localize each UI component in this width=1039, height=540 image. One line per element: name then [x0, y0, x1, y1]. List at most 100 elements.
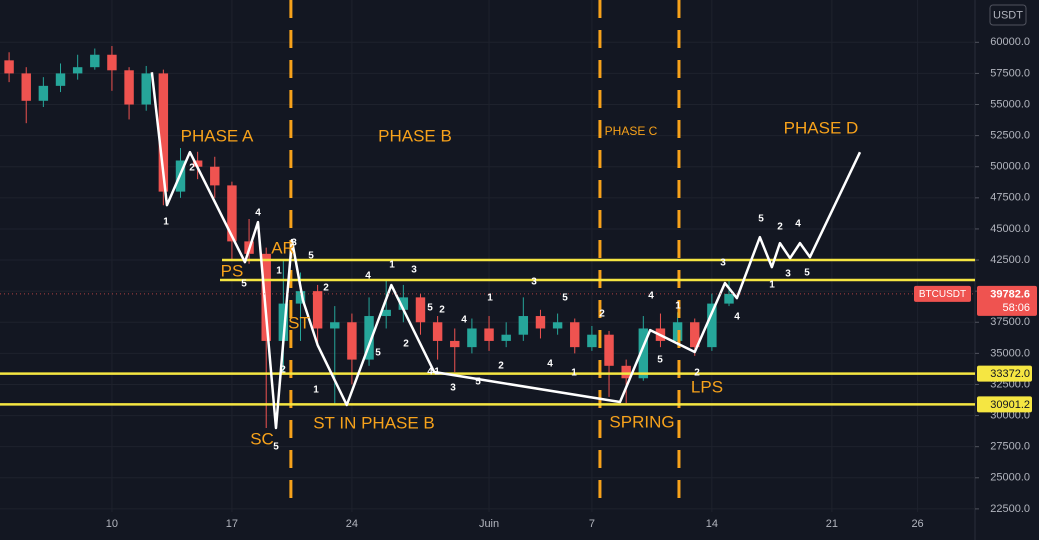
candle-body — [501, 334, 511, 341]
candle-body — [210, 166, 220, 186]
annotation: PHASE C — [605, 124, 658, 138]
candle-body — [107, 54, 117, 71]
y-tick-label: 57500.0 — [990, 67, 1030, 79]
annotation: PHASE A — [181, 126, 254, 145]
wave-label: 2 — [777, 222, 783, 233]
x-tick-label: 7 — [589, 518, 595, 530]
wave-label: 5 — [562, 293, 568, 304]
x-tick-label: 10 — [106, 518, 118, 530]
wave-label: 2 — [403, 339, 409, 350]
y-tick-label: 50000.0 — [990, 161, 1030, 173]
candle-body — [450, 340, 460, 348]
x-tick-label: 14 — [706, 518, 718, 530]
candle-body — [227, 185, 237, 242]
candle-body — [690, 322, 700, 348]
wave-label: 4 — [795, 219, 801, 230]
annotation: SC — [250, 429, 274, 448]
annotation: PHASE D — [784, 118, 859, 137]
wave-label: 1 — [434, 367, 440, 378]
wave-label: 2 — [439, 305, 445, 316]
wave-label: 5 — [273, 442, 279, 453]
candle-body — [55, 73, 66, 86]
candle-body — [638, 328, 649, 379]
candle-body — [261, 253, 271, 341]
annotation: LPS — [691, 377, 723, 396]
candle-body — [90, 54, 100, 68]
last-price-label: 39782.6 — [990, 288, 1030, 300]
annotation: SPRING — [609, 412, 674, 431]
wave-label: 1 — [276, 266, 282, 277]
y-tick-label: 37500.0 — [990, 316, 1030, 328]
wave-label: 1 — [313, 385, 319, 396]
x-tick-label: 17 — [226, 518, 238, 530]
candle-body — [415, 297, 426, 323]
wave-label: 1 — [389, 260, 395, 271]
annotation: PS — [221, 261, 244, 280]
wave-label: 4 — [547, 359, 553, 370]
wave-label: 2 — [694, 368, 700, 379]
wave-label: 4 — [461, 315, 467, 326]
candle-body — [4, 60, 14, 74]
y-tick-label: 52500.0 — [990, 130, 1030, 142]
wave-label: 4 — [255, 208, 261, 219]
candle-body — [347, 322, 357, 360]
y-tick-label: 30000.0 — [990, 409, 1030, 421]
candle-body — [278, 303, 289, 341]
y-tick-label: 47500.0 — [990, 192, 1030, 204]
candle-body — [21, 73, 31, 101]
candle-body — [604, 334, 614, 366]
wave-label: 3 — [720, 258, 726, 269]
y-tick-label: 22500.0 — [990, 503, 1030, 515]
annotation: ST — [288, 313, 310, 332]
x-tick-label: Juin — [479, 518, 499, 530]
candle-body — [587, 334, 597, 348]
wave-label: 2 — [280, 365, 286, 376]
candle-body — [312, 291, 323, 329]
candle-body — [158, 73, 169, 192]
candle-body — [724, 293, 734, 304]
candle-body — [467, 328, 477, 348]
y-tick-label: 27500.0 — [990, 441, 1030, 453]
candle-body — [364, 316, 374, 360]
wave-label: 1 — [163, 217, 169, 228]
x-tick-label: 24 — [346, 518, 358, 530]
wave-label: 5 — [475, 377, 481, 388]
y-tick-label: 55000.0 — [990, 98, 1030, 110]
countdown: 58:06 — [1002, 302, 1030, 314]
level-label: 30901.2 — [990, 399, 1030, 411]
candle-body — [38, 85, 49, 101]
y-tick-label: 60000.0 — [990, 36, 1030, 48]
wave-label: 4 — [427, 367, 433, 378]
wave-label: 3 — [291, 238, 297, 249]
wave-label: 3 — [450, 383, 456, 394]
symbol-label: BTCUSDT — [919, 289, 966, 300]
wave-label: 5 — [758, 214, 764, 225]
candle-body — [72, 67, 83, 74]
annotation: PHASE B — [378, 126, 452, 145]
wave-label: 1 — [675, 301, 681, 312]
wave-label: 5 — [804, 268, 810, 279]
symbol-tag — [914, 285, 971, 302]
candle-body — [381, 309, 391, 317]
y-tick-label: 35000.0 — [990, 347, 1030, 359]
y-tick-label: 45000.0 — [990, 223, 1030, 235]
wave-label: 4 — [734, 312, 740, 323]
y-tick-label: 42500.0 — [990, 254, 1030, 266]
candle-body — [432, 322, 443, 341]
candle-body — [330, 322, 340, 329]
annotation: AR — [271, 238, 295, 257]
candle-body — [552, 322, 563, 329]
level-tag — [977, 365, 1032, 382]
annotation: ST IN PHASE B — [313, 413, 435, 432]
wave-line — [150, 72, 862, 430]
currency: USDT — [993, 9, 1023, 21]
currency-box[interactable] — [989, 4, 1027, 26]
candle-body — [192, 160, 203, 167]
wave-label: 1 — [769, 280, 775, 291]
candle-body — [398, 297, 409, 310]
wave-label: 2 — [323, 283, 329, 294]
wave-label: 2 — [599, 309, 605, 320]
wave-label: 4 — [648, 291, 654, 302]
